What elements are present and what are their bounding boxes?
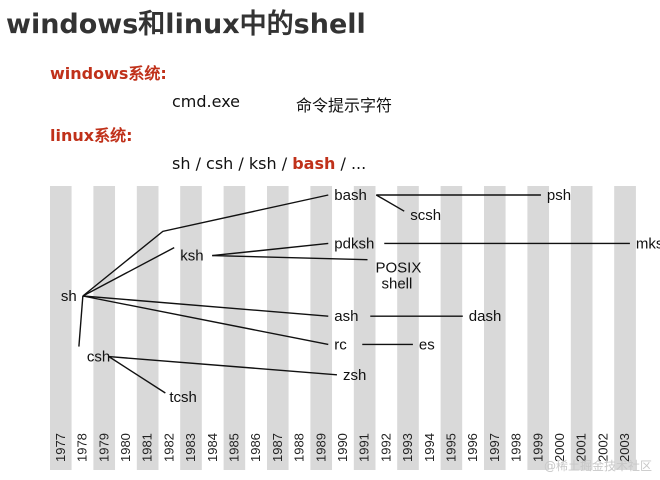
- year-label: 2000: [552, 433, 567, 462]
- year-label: 1985: [226, 433, 241, 462]
- year-stripe: [50, 186, 72, 470]
- node-sh: sh: [61, 288, 77, 305]
- node-tcsh: tcsh: [169, 389, 197, 406]
- year-label: 1997: [487, 433, 502, 462]
- edge-ksh-posix: [212, 254, 368, 261]
- shell-ellipsis: / ...: [335, 154, 367, 173]
- year-stripe: [136, 186, 159, 470]
- year-stripe: [462, 186, 484, 470]
- node-scsh: scsh: [410, 207, 441, 224]
- edge-csh-zsh: [108, 355, 338, 376]
- shell-item-highlight: bash: [292, 154, 336, 173]
- node-zsh: zsh: [343, 367, 366, 384]
- year-stripe: [332, 186, 354, 470]
- year-stripe: [505, 186, 528, 470]
- edge-sh-bash: [82, 194, 329, 297]
- shell-separator: /: [276, 154, 293, 173]
- node-rc: rc: [334, 336, 347, 353]
- linux-label: linux系统:: [50, 126, 133, 145]
- year-stripe: [245, 186, 267, 470]
- shell-separator: /: [233, 154, 249, 173]
- year-stripe: [288, 186, 311, 470]
- year-label: 1986: [248, 433, 263, 462]
- shell-item: ksh: [248, 154, 277, 173]
- shell-item: sh: [172, 154, 191, 173]
- year-stripe: [267, 186, 289, 470]
- year-label: 1983: [183, 433, 198, 462]
- edge-sh-csh: [78, 295, 84, 347]
- year-stripe: [115, 186, 137, 470]
- edge-ksh-pdksh: [212, 242, 329, 257]
- linux-shell-list: sh / csh / ksh / bash / ...: [172, 154, 366, 173]
- year-label: 1993: [400, 433, 415, 462]
- year-stripe: [440, 186, 463, 470]
- year-stripe: [418, 186, 441, 470]
- year-stripe: [375, 186, 398, 470]
- year-label: 1978: [75, 433, 90, 462]
- node-posix: POSIX: [376, 260, 422, 277]
- node-psh: psh: [547, 187, 571, 204]
- year-stripe: [592, 186, 615, 470]
- year-stripe: [570, 186, 593, 470]
- edge-sh-rc: [82, 295, 329, 346]
- edge-sh-ksh: [82, 246, 175, 297]
- year-stripe: [527, 186, 550, 470]
- node-csh: csh: [87, 349, 110, 366]
- windows-description: 命令提示字符: [296, 96, 393, 115]
- year-label: 1988: [292, 433, 307, 462]
- node-dash: dash: [469, 308, 502, 325]
- node-es: es: [419, 336, 435, 353]
- year-label: 2002: [595, 433, 610, 462]
- node-ash: ash: [334, 308, 358, 325]
- page-title: windows和linux中的shell: [6, 9, 366, 40]
- year-stripe: [201, 186, 224, 470]
- year-stripe: [310, 186, 333, 470]
- year-label: 1994: [422, 433, 437, 462]
- year-label: 1998: [509, 433, 524, 462]
- year-label: 1977: [53, 433, 68, 462]
- watermark: @稀土掘金技术社区: [543, 459, 652, 473]
- year-stripe: [549, 186, 571, 470]
- year-label: 1996: [465, 433, 480, 462]
- edge-csh-tcsh: [108, 356, 166, 394]
- year-label: 1991: [357, 433, 372, 462]
- year-label: 1984: [205, 433, 220, 462]
- node-mksh: mksh: [636, 235, 660, 252]
- year-label: 1989: [313, 433, 328, 462]
- node-pdksh: pdksh: [334, 235, 374, 252]
- year-label: 1982: [161, 433, 176, 462]
- year-stripe: [614, 186, 636, 470]
- year-label: 1990: [335, 433, 350, 462]
- year-stripe: [397, 186, 419, 470]
- year-label: 1992: [378, 433, 393, 462]
- edge-bash-scsh: [375, 194, 405, 212]
- year-label: 1999: [530, 433, 545, 462]
- node-posix-line2: shell: [382, 276, 413, 293]
- year-label: 1980: [118, 433, 133, 462]
- year-stripe: [484, 186, 506, 470]
- year-stripe: [180, 186, 202, 470]
- year-stripe: [353, 186, 376, 470]
- year-label: 2003: [617, 433, 632, 462]
- year-stripe: [71, 186, 94, 470]
- windows-label: windows系统:: [50, 64, 167, 83]
- year-label: 1995: [443, 433, 458, 462]
- node-ksh: ksh: [180, 248, 203, 265]
- year-label: 1987: [270, 433, 285, 462]
- shell-separator: /: [190, 154, 207, 173]
- windows-command: cmd.exe: [172, 92, 241, 111]
- shell-item: csh: [206, 154, 234, 173]
- year-label: 2001: [574, 433, 589, 462]
- year-stripe: [158, 186, 181, 470]
- edge-sh-ash: [82, 295, 329, 317]
- year-label: 1981: [140, 433, 155, 462]
- node-bash: bash: [334, 187, 367, 204]
- year-label: 1979: [96, 433, 111, 462]
- year-stripe: [93, 186, 116, 470]
